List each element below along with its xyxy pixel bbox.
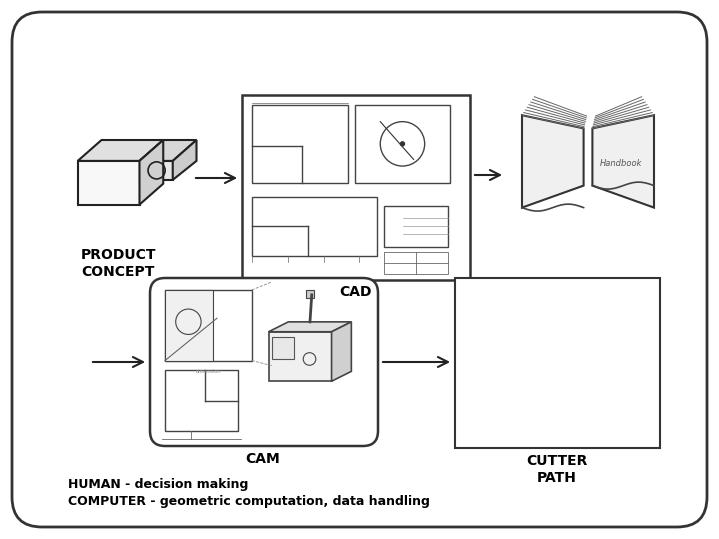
Bar [272, 337, 294, 359]
Bar [384, 252, 448, 274]
Text: dimension: dimension [196, 369, 221, 374]
Polygon shape [78, 161, 139, 205]
Polygon shape [173, 140, 196, 180]
FancyBboxPatch shape [150, 278, 378, 446]
Polygon shape [522, 115, 584, 208]
Text: COMPUTER - geometric computation, data handling: COMPUTER - geometric computation, data h… [68, 495, 430, 508]
Polygon shape [139, 140, 196, 161]
Text: CUTTER
PATH: CUTTER PATH [526, 454, 587, 485]
Bar [269, 332, 331, 381]
Text: HUMAN - decision making: HUMAN - decision making [68, 478, 248, 491]
Text: CAM: CAM [246, 452, 280, 466]
Bar [165, 290, 252, 361]
Bar [252, 197, 377, 256]
Circle shape [400, 142, 405, 146]
Text: PRODUCT
CONCEPT: PRODUCT CONCEPT [81, 248, 156, 279]
Polygon shape [331, 322, 352, 381]
Bar [252, 105, 348, 183]
Bar [306, 291, 313, 298]
Polygon shape [139, 161, 173, 180]
Polygon shape [78, 140, 163, 161]
Bar [165, 370, 238, 431]
Polygon shape [139, 140, 163, 205]
Bar [455, 278, 660, 448]
Bar [165, 290, 213, 361]
Polygon shape [269, 322, 352, 332]
Bar [384, 206, 448, 247]
Text: CAD: CAD [340, 285, 372, 299]
Bar [242, 95, 470, 280]
Bar [354, 105, 450, 183]
Text: Handbook: Handbook [600, 159, 643, 168]
FancyBboxPatch shape [12, 12, 707, 527]
Polygon shape [592, 115, 654, 208]
